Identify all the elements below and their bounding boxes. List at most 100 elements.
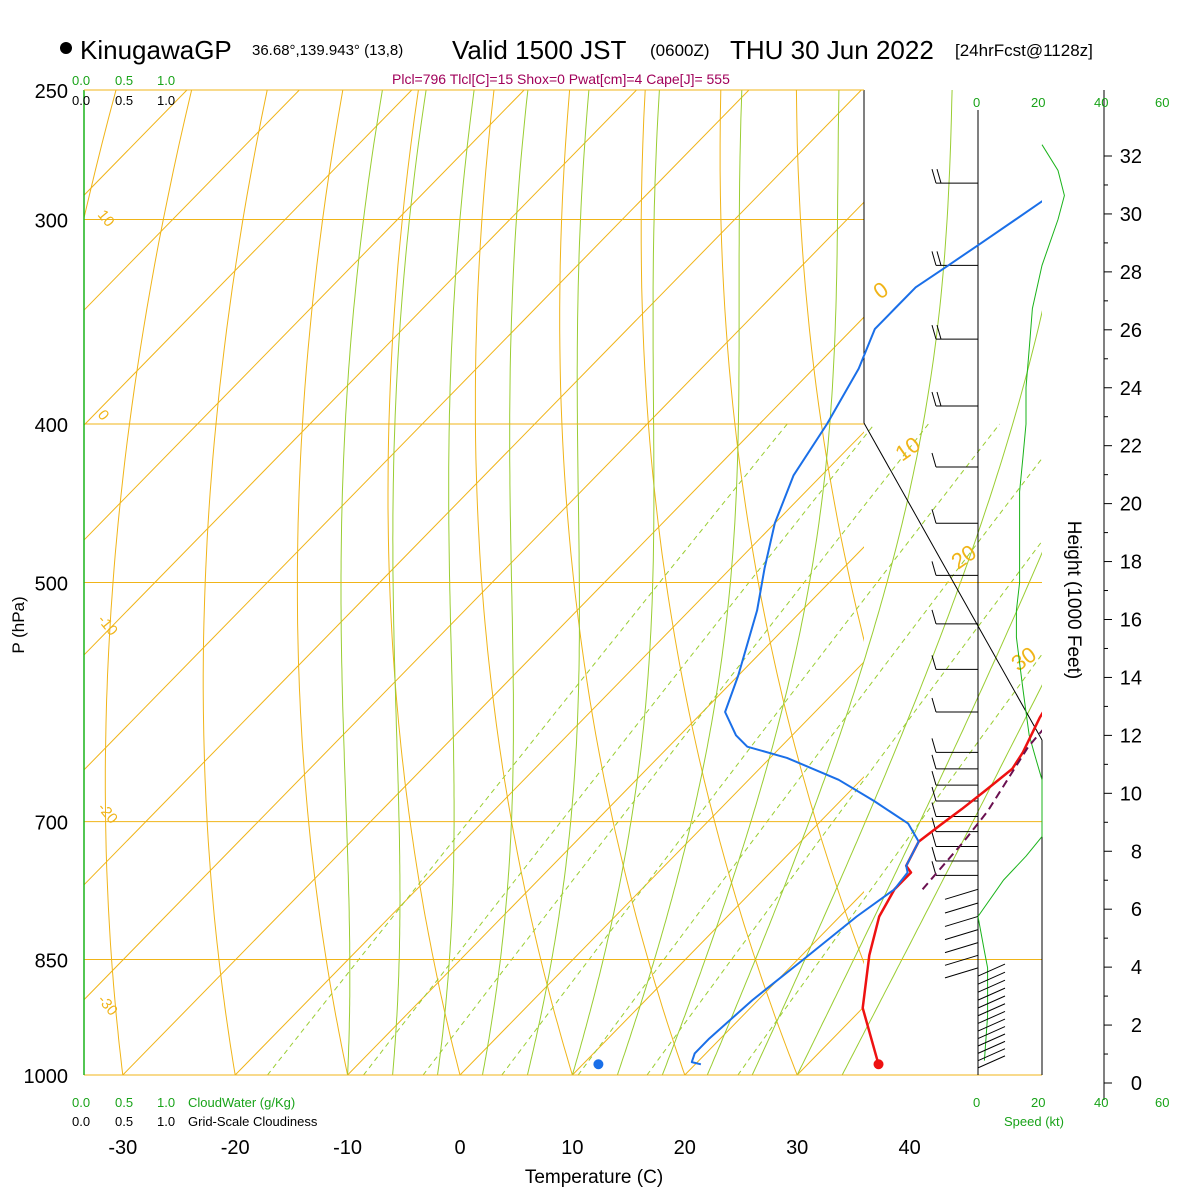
wind-barb — [944, 967, 979, 979]
cloudiness-scale-0: 0.0 — [72, 1114, 90, 1129]
frame — [83, 89, 1043, 1075]
mixing-ratio-label: 12 — [637, 1077, 660, 1100]
station-dot-icon — [60, 42, 72, 54]
isotherm-line — [84, 90, 413, 426]
moist-adiabat-line — [340, 90, 383, 1075]
indices-line: Plcl=796 Tlcl[C]=15 Shox=0 Pwat[cm]=4 Ca… — [392, 71, 730, 87]
dry-adiabat-label: 0 — [94, 407, 112, 424]
dry-adiabat-label: 10 — [94, 207, 118, 231]
height-tick-label: 10 — [1120, 783, 1142, 805]
isotherm-line — [1022, 90, 1200, 1075]
wind-barb — [931, 561, 978, 576]
wind-barb — [977, 963, 1006, 977]
speed-tick-bottom-20: 20 — [1031, 1095, 1045, 1110]
isotherm-line — [84, 90, 525, 541]
moist-adiabat-line — [661, 90, 840, 1075]
mixing-ratio-line — [363, 423, 875, 1075]
dry-adiabat-line — [202, 90, 268, 1075]
station-name: KinugawaGP — [80, 35, 232, 65]
top-cloudwater-scale-0: 0.0 — [72, 73, 90, 88]
sounding-series — [593, 200, 1042, 1070]
dry-adiabat-label: -20 — [94, 800, 121, 828]
dry-adiabat-label: -10 — [94, 612, 121, 640]
moist-adiabat-label: 20 — [947, 540, 981, 575]
moist-adiabat-line — [751, 310, 1042, 1075]
speed-tick-top-40: 40 — [1094, 95, 1108, 110]
dry-adiabat-line — [1021, 61, 1200, 1110]
height-tick-label: 24 — [1120, 378, 1142, 400]
wind-barb — [977, 1010, 1006, 1024]
height-tick-label: 14 — [1120, 667, 1142, 689]
top-cloudwater-scale-1: 0.5 — [115, 73, 133, 88]
wind-barb — [977, 971, 1006, 985]
forecast-info: [24hrFcst@1128z] — [955, 41, 1093, 60]
temperature-tick-label: 40 — [898, 1137, 920, 1159]
dry-adiabat-line — [474, 90, 573, 1075]
mixing-ratio-label: 2 — [353, 1084, 372, 1100]
wind-barb — [931, 754, 978, 770]
height-tick-label: 30 — [1120, 204, 1142, 226]
wind-barb — [944, 902, 979, 914]
wind-barb — [977, 987, 1006, 1001]
speed-tick-bottom-60: 60 — [1155, 1095, 1169, 1110]
temperature-tick-label: 0 — [454, 1137, 465, 1159]
height-tick-label: 0 — [1131, 1073, 1142, 1095]
wind-barb — [931, 861, 978, 876]
dewpoint-line — [690, 200, 1042, 1066]
wind-barb — [977, 1026, 1006, 1040]
height-tick-label: 18 — [1120, 552, 1142, 574]
temperature-tick-label: -10 — [333, 1137, 362, 1159]
dry-adiabat-line — [871, 61, 1153, 1110]
pressure-tick-label: 300 — [35, 211, 68, 233]
wind-barb — [944, 954, 979, 966]
height-tick-label: 8 — [1131, 841, 1142, 863]
height-tick-label: 32 — [1120, 146, 1142, 168]
wind-barb — [944, 942, 979, 954]
cloudiness-label: Grid-Scale Cloudiness — [188, 1114, 318, 1129]
moist-adiabat-line — [616, 90, 743, 1075]
cloudwater-scale-1: 0.5 — [115, 1095, 133, 1110]
valid-time: Valid 1500 JST — [452, 35, 627, 65]
moist-adiabat-line — [571, 90, 660, 1075]
height-tick-label: 12 — [1120, 725, 1142, 747]
bottom-scales: 0.0 0.5 1.0 CloudWater (g/Kg) 0.0 0.5 1.… — [9, 73, 1169, 1188]
moist-adiabat-label: 10 — [891, 432, 925, 467]
wind-barb — [931, 452, 978, 468]
cloudiness-scale-2: 1.0 — [157, 1114, 175, 1129]
moist-adiabat-label: 30 — [1007, 642, 1041, 677]
dry-adiabat-label: -30 — [94, 992, 121, 1020]
cloudwater-label: CloudWater (g/Kg) — [188, 1095, 295, 1110]
cloudiness-scale-1: 0.5 — [115, 1114, 133, 1129]
temperature-tick-label: -20 — [221, 1137, 250, 1159]
wind-barb — [944, 888, 979, 900]
temperature-tick-label: 10 — [561, 1137, 583, 1159]
temperature-tick-label: -30 — [108, 1137, 137, 1159]
wind-barb — [931, 770, 978, 786]
moist-adiabat-line — [437, 90, 475, 1075]
wind-barb — [931, 802, 978, 817]
height-axis-title: Height (1000 Feet) — [1063, 521, 1084, 679]
dry-adiabat-line — [387, 90, 461, 1075]
dry-adiabat-line — [296, 90, 349, 1075]
station-coords: 36.68°,139.943° (13,8) — [252, 42, 403, 59]
pressure-tick-label: 1000 — [24, 1066, 69, 1088]
moist-adiabat-line — [526, 90, 590, 1075]
temperature-tick-label: 20 — [674, 1137, 696, 1159]
mixing-ratio-label: 20 — [728, 1077, 751, 1100]
isotherm-line — [459, 661, 864, 1075]
pressure-tick-label: 700 — [35, 813, 68, 835]
wind-barb — [977, 1033, 1006, 1047]
dry-adiabat-line — [104, 90, 193, 1075]
mixing-ratio-line — [422, 423, 929, 1075]
surface-temperature-dot — [873, 1059, 884, 1070]
y-axis-title: P (hPa) — [9, 596, 28, 653]
moist-adiabat-label: 0 — [869, 277, 893, 305]
wind-barb — [931, 697, 978, 713]
moist-adiabat-line — [796, 551, 1042, 1075]
wind-speed-line — [977, 144, 1065, 1061]
pressure-tick-label: 500 — [35, 574, 68, 596]
mixing-ratio-line — [577, 457, 1042, 1075]
speed-tick-top-0: 0 — [973, 95, 980, 110]
wind-barb — [931, 738, 978, 753]
